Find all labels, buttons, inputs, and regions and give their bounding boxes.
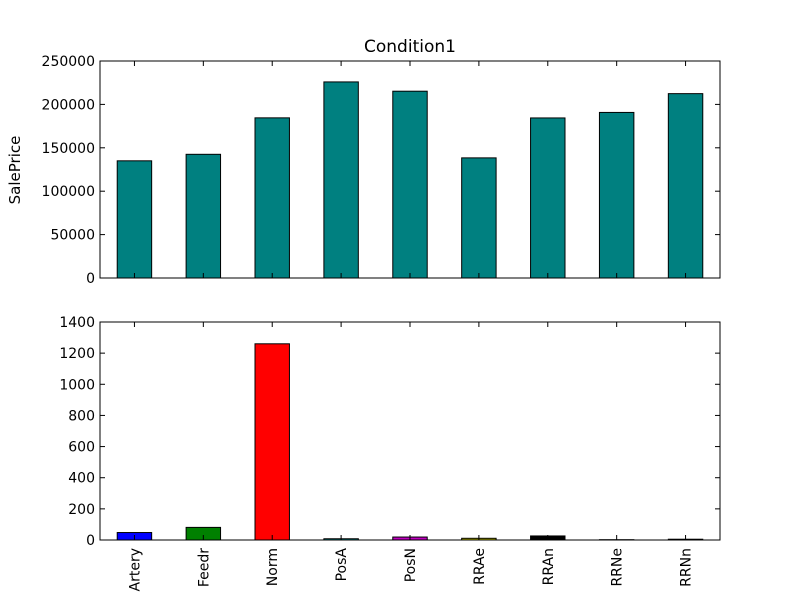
x-tick-label: RRAn [541,548,557,585]
bar-norm [255,344,289,540]
bar-artery [117,161,151,278]
y-tick-label: 1000 [59,377,95,393]
x-tick-label: Norm [265,548,281,586]
x-tick-label: RRNn [679,548,695,587]
y-tick-label: 800 [68,408,95,424]
bar-rrnn [668,94,702,278]
y-tick-label: 0 [86,533,95,549]
x-tick-label: RRAe [472,548,488,585]
y-axis-label: SalePrice [6,136,24,205]
y-tick-label: 100000 [42,184,95,200]
y-tick-label: 1200 [59,346,95,362]
bar-feedr [186,154,220,278]
axes-frame [100,322,720,540]
bar-rrne [599,112,633,278]
bar-rran [531,118,565,278]
x-tick-label: Feedr [196,548,212,587]
y-tick-label: 1400 [59,315,95,331]
y-tick-label: 50000 [50,228,95,244]
bar-posa [324,82,358,278]
x-tick-label: PosA [334,548,350,582]
chart-title: Condition1 [364,37,456,57]
y-tick-label: 600 [68,440,95,456]
y-tick-label: 200 [68,502,95,518]
x-tick-label: RRNe [610,548,626,587]
y-tick-label: 200000 [42,97,95,113]
y-tick-label: 400 [68,471,95,487]
x-tick-label: Artery [127,548,143,591]
y-tick-label: 0 [86,271,95,287]
y-tick-label: 150000 [42,141,95,157]
bar-posn [393,91,427,278]
y-tick-label: 250000 [42,54,95,70]
bar-rrae [462,158,496,278]
bar-norm [255,118,289,278]
x-tick-label: PosN [403,548,419,582]
